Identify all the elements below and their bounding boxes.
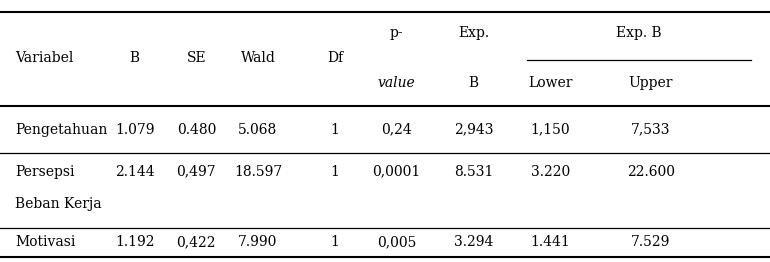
Text: 3.294: 3.294 xyxy=(454,235,494,249)
Text: 18.597: 18.597 xyxy=(234,165,282,179)
Text: 0,422: 0,422 xyxy=(176,235,216,249)
Text: 0,0001: 0,0001 xyxy=(373,165,420,179)
Text: 7,533: 7,533 xyxy=(631,123,671,137)
Text: 1,150: 1,150 xyxy=(531,123,571,137)
Text: B: B xyxy=(129,51,140,65)
Text: 1.192: 1.192 xyxy=(115,235,155,249)
Text: 0,24: 0,24 xyxy=(381,123,412,137)
Text: Wald: Wald xyxy=(240,51,276,65)
Text: Persepsi: Persepsi xyxy=(15,165,75,179)
Text: 1.079: 1.079 xyxy=(115,123,155,137)
Text: Exp.: Exp. xyxy=(458,26,489,40)
Text: 1: 1 xyxy=(330,165,340,179)
Text: Df: Df xyxy=(327,51,343,65)
Text: Pengetahuan: Pengetahuan xyxy=(15,123,108,137)
Text: B: B xyxy=(468,75,479,90)
Text: 7.529: 7.529 xyxy=(631,235,671,249)
Text: 0,005: 0,005 xyxy=(377,235,417,249)
Text: 2.144: 2.144 xyxy=(115,165,155,179)
Text: Lower: Lower xyxy=(528,75,573,90)
Text: 1: 1 xyxy=(330,235,340,249)
Text: 8.531: 8.531 xyxy=(454,165,494,179)
Text: Variabel: Variabel xyxy=(15,51,74,65)
Text: 5.068: 5.068 xyxy=(239,123,277,137)
Text: SE: SE xyxy=(186,51,206,65)
Text: 22.600: 22.600 xyxy=(627,165,675,179)
Text: 1: 1 xyxy=(330,123,340,137)
Text: value: value xyxy=(377,75,416,90)
Text: 2,943: 2,943 xyxy=(454,123,494,137)
Text: 1.441: 1.441 xyxy=(531,235,571,249)
Text: 0.480: 0.480 xyxy=(176,123,216,137)
Text: Motivasi: Motivasi xyxy=(15,235,75,249)
Text: 7.990: 7.990 xyxy=(238,235,278,249)
Text: Beban Kerja: Beban Kerja xyxy=(15,197,102,211)
Text: 3.220: 3.220 xyxy=(531,165,570,179)
Text: Upper: Upper xyxy=(628,75,673,90)
Text: 0,497: 0,497 xyxy=(176,165,216,179)
Text: p-: p- xyxy=(390,26,403,40)
Text: Exp. B: Exp. B xyxy=(616,26,662,40)
